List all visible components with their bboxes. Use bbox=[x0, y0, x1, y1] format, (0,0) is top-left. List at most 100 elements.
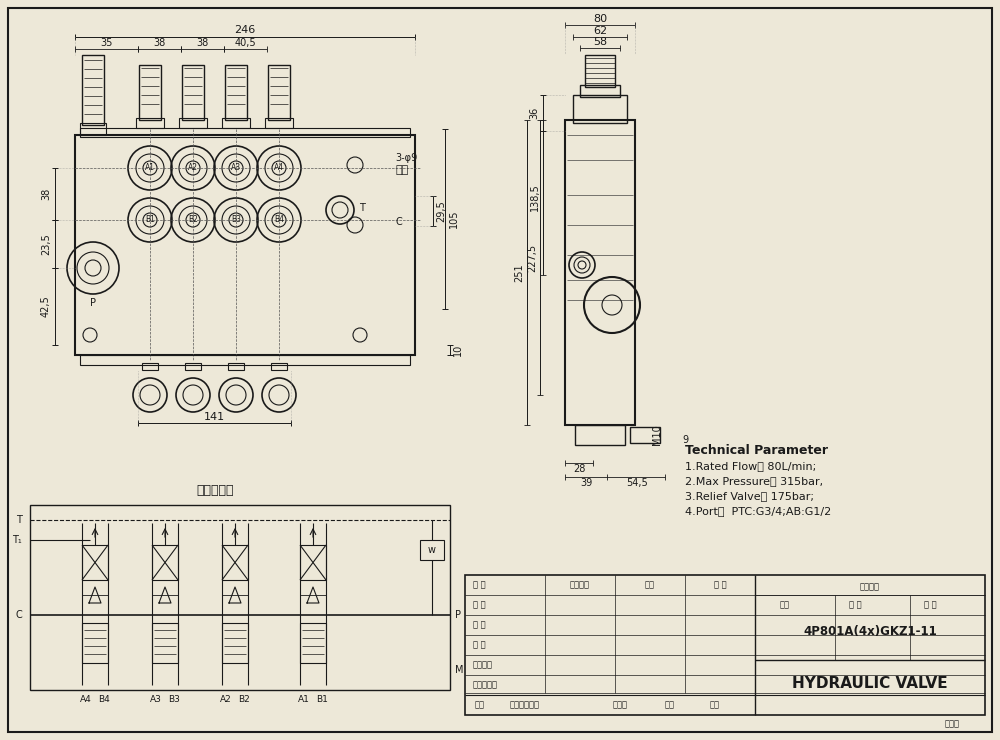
Text: A2: A2 bbox=[220, 696, 232, 704]
Bar bbox=[271, 363, 287, 370]
Bar bbox=[300, 623, 326, 663]
Text: 校 对: 校 对 bbox=[473, 641, 486, 650]
Text: 28: 28 bbox=[573, 464, 585, 474]
Text: 第 张: 第 张 bbox=[924, 600, 936, 610]
Text: B4: B4 bbox=[98, 696, 110, 704]
Text: 9: 9 bbox=[682, 435, 688, 445]
Text: 138,5: 138,5 bbox=[530, 184, 540, 212]
Text: A4: A4 bbox=[80, 696, 92, 704]
Text: 通孔: 通孔 bbox=[395, 165, 408, 175]
Text: M: M bbox=[455, 665, 464, 675]
Text: 液压原理图: 液压原理图 bbox=[196, 483, 234, 497]
Bar bbox=[573, 95, 627, 123]
Text: P: P bbox=[90, 298, 96, 308]
Text: T: T bbox=[16, 515, 22, 525]
Text: 设 计: 设 计 bbox=[473, 580, 486, 590]
Text: 标准化检查: 标准化检查 bbox=[473, 681, 498, 690]
Text: A1: A1 bbox=[145, 164, 155, 172]
Text: 58: 58 bbox=[593, 37, 607, 47]
Text: A1: A1 bbox=[298, 696, 310, 704]
Text: 23,5: 23,5 bbox=[41, 233, 51, 255]
Text: A2: A2 bbox=[188, 164, 198, 172]
Text: 共 张: 共 张 bbox=[849, 600, 861, 610]
Bar bbox=[225, 65, 247, 120]
Text: 62: 62 bbox=[593, 26, 607, 36]
Text: 10: 10 bbox=[453, 344, 463, 356]
Text: 38: 38 bbox=[41, 188, 51, 200]
Text: 105: 105 bbox=[449, 209, 459, 228]
Text: B2: B2 bbox=[188, 215, 198, 224]
Text: 共 张: 共 张 bbox=[714, 580, 726, 590]
Text: 1.Rated Flow： 80L/min;: 1.Rated Flow： 80L/min; bbox=[685, 461, 816, 471]
Text: A4: A4 bbox=[274, 164, 284, 172]
Text: 29,5: 29,5 bbox=[436, 200, 446, 222]
Bar bbox=[185, 363, 201, 370]
Text: 35: 35 bbox=[100, 38, 113, 48]
Bar bbox=[228, 363, 244, 370]
Text: w: w bbox=[428, 545, 436, 555]
Text: Technical Parameter: Technical Parameter bbox=[685, 443, 828, 457]
Text: T: T bbox=[359, 203, 365, 213]
Text: 制 图: 制 图 bbox=[473, 600, 486, 610]
Bar bbox=[268, 65, 290, 120]
Text: 更改内容依据: 更改内容依据 bbox=[510, 701, 540, 710]
Text: 4P801A(4x)GKZ1-11: 4P801A(4x)GKZ1-11 bbox=[803, 625, 937, 639]
Bar bbox=[585, 55, 615, 87]
Bar bbox=[575, 425, 625, 445]
Text: 141: 141 bbox=[204, 412, 225, 422]
Text: B4: B4 bbox=[274, 215, 284, 224]
Text: 251: 251 bbox=[514, 263, 524, 282]
Text: B1: B1 bbox=[145, 215, 155, 224]
Text: 转印图: 转印图 bbox=[945, 719, 960, 728]
Text: 工艺检查: 工艺检查 bbox=[473, 661, 493, 670]
Bar bbox=[82, 545, 108, 580]
Text: B1: B1 bbox=[316, 696, 328, 704]
Bar bbox=[30, 505, 450, 690]
Text: 38: 38 bbox=[196, 38, 209, 48]
Bar bbox=[179, 118, 207, 128]
Bar bbox=[82, 55, 104, 125]
Text: 图样标记: 图样标记 bbox=[570, 580, 590, 590]
Bar bbox=[152, 545, 178, 580]
Bar bbox=[80, 355, 410, 365]
Bar bbox=[222, 118, 250, 128]
Text: 审核: 审核 bbox=[710, 701, 720, 710]
Bar bbox=[565, 120, 635, 425]
Text: 日期: 日期 bbox=[665, 701, 675, 710]
Bar bbox=[82, 623, 108, 663]
Text: 重量: 重量 bbox=[780, 600, 790, 610]
Text: C: C bbox=[15, 610, 22, 620]
Text: 40,5: 40,5 bbox=[235, 38, 256, 48]
Bar bbox=[465, 575, 985, 715]
Text: 描 图: 描 图 bbox=[473, 621, 486, 630]
Text: HYDRAULIC VALVE: HYDRAULIC VALVE bbox=[792, 676, 948, 690]
Text: 80: 80 bbox=[593, 14, 607, 24]
Bar bbox=[222, 545, 248, 580]
Bar bbox=[152, 623, 178, 663]
Bar bbox=[300, 545, 326, 580]
Text: 39: 39 bbox=[580, 478, 592, 488]
Bar bbox=[139, 65, 161, 120]
Text: 4.Port：  PTC:G3/4;AB:G1/2: 4.Port： PTC:G3/4;AB:G1/2 bbox=[685, 506, 831, 516]
Text: 2.Max Pressure： 315bar,: 2.Max Pressure： 315bar, bbox=[685, 476, 823, 486]
Text: B2: B2 bbox=[238, 696, 250, 704]
Text: B3: B3 bbox=[231, 215, 241, 224]
Text: A3: A3 bbox=[150, 696, 162, 704]
Text: C: C bbox=[395, 217, 402, 227]
Text: A3: A3 bbox=[231, 164, 241, 172]
Bar bbox=[182, 65, 204, 120]
Text: T₁: T₁ bbox=[12, 535, 22, 545]
Text: 227,5: 227,5 bbox=[527, 243, 537, 272]
Text: M10: M10 bbox=[652, 425, 662, 445]
Text: 38: 38 bbox=[153, 38, 166, 48]
Text: 36: 36 bbox=[529, 107, 539, 119]
Bar bbox=[136, 118, 164, 128]
Bar bbox=[75, 135, 415, 355]
Text: P: P bbox=[455, 610, 461, 620]
Bar bbox=[222, 623, 248, 663]
Text: 图样标记: 图样标记 bbox=[860, 582, 880, 591]
Text: 3-φ9: 3-φ9 bbox=[395, 153, 417, 163]
Text: 42,5: 42,5 bbox=[41, 295, 51, 317]
Text: 54,5: 54,5 bbox=[626, 478, 648, 488]
Bar bbox=[580, 85, 620, 97]
